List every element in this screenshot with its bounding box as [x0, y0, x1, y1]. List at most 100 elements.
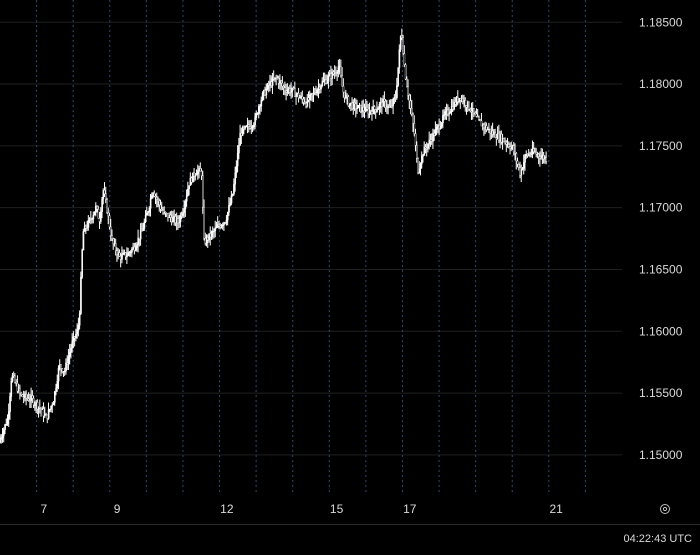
- price-axis[interactable]: 1.15000 1.15500 1.16000 1.16500 1.17000 1.175…: [639, 15, 683, 462]
- candle-body: [414, 133, 417, 146]
- candle-body: [368, 110, 371, 115]
- candle-body: [132, 246, 135, 250]
- candle-body: [265, 88, 268, 96]
- candle-body: [355, 103, 357, 110]
- candle-body: [168, 214, 171, 218]
- candle-body: [379, 102, 382, 105]
- candle-body: [4, 424, 6, 430]
- candle-body: [475, 113, 478, 117]
- candle-body: [430, 139, 433, 142]
- candle-body: [343, 91, 346, 98]
- candle-body: [447, 109, 449, 115]
- x-tick-label: 15: [330, 502, 344, 516]
- candle-body: [347, 96, 350, 107]
- candle-body: [188, 185, 190, 190]
- candle-body: [457, 97, 459, 102]
- time-axis[interactable]: 7 9 12 15 17 21: [41, 502, 564, 516]
- candle-body: [491, 130, 494, 135]
- candle-body: [251, 126, 254, 128]
- candle-body: [118, 252, 121, 257]
- candle-body: [62, 371, 65, 373]
- candle-body: [30, 395, 33, 401]
- candle-body: [49, 408, 51, 411]
- candle-body: [377, 107, 380, 110]
- candle-body: [1, 435, 4, 438]
- status-bar: 04:22:43 UTC: [0, 524, 700, 555]
- candle-body: [205, 236, 208, 244]
- candle-body: [510, 146, 513, 149]
- candle-body: [508, 144, 510, 147]
- candle-body: [173, 216, 176, 218]
- candle-body: [532, 148, 535, 152]
- gear-icon-inner: [662, 506, 668, 512]
- candle-body: [467, 101, 469, 108]
- candle-body: [175, 218, 178, 223]
- candle-body: [60, 364, 62, 369]
- candle-body: [34, 404, 36, 406]
- candle-body: [504, 141, 506, 143]
- candle-body: [542, 155, 545, 160]
- candle-body: [198, 168, 200, 171]
- candle-body: [226, 212, 229, 221]
- candle-body: [374, 109, 377, 112]
- candle-body: [219, 225, 222, 228]
- candle-body: [154, 196, 157, 198]
- candle-body: [263, 90, 265, 94]
- candle-body: [383, 99, 386, 102]
- x-tick-label: 9: [114, 502, 121, 516]
- candle-body: [139, 230, 142, 240]
- candle-body: [117, 252, 120, 255]
- candle-body: [68, 352, 71, 357]
- day-dividers: [36, 0, 586, 492]
- candle-body: [8, 411, 10, 419]
- candle-body: [239, 132, 241, 146]
- candle-body: [179, 215, 182, 223]
- candle-body: [22, 396, 25, 398]
- candle-body: [537, 153, 540, 157]
- candle-body: [42, 408, 45, 417]
- x-tick-label: 21: [549, 502, 563, 516]
- candle-body: [235, 165, 238, 174]
- candle-body: [424, 146, 427, 149]
- candle-body: [315, 93, 317, 95]
- candle-body: [200, 170, 203, 176]
- gear-icon[interactable]: [660, 504, 670, 514]
- candle-body: [274, 77, 276, 80]
- candle-body: [518, 164, 520, 168]
- candle-body: [389, 105, 392, 108]
- candle-body: [289, 88, 291, 93]
- clock-readout[interactable]: 04:22:43 UTC: [623, 533, 692, 545]
- candle-body: [183, 208, 186, 213]
- candle-body: [434, 129, 437, 136]
- candle-body: [17, 387, 20, 392]
- candle-body: [320, 85, 322, 90]
- candle-body: [480, 120, 483, 127]
- candle-body: [509, 146, 511, 149]
- candle-body: [144, 215, 147, 222]
- candle-body: [39, 406, 41, 409]
- candle-body: [29, 400, 31, 402]
- candle-body: [116, 250, 118, 255]
- candle-body: [212, 231, 214, 233]
- candle-body: [536, 153, 539, 156]
- candle-body: [501, 138, 504, 143]
- candle-body: [174, 216, 177, 223]
- candle-body: [31, 395, 34, 399]
- candle-body: [525, 154, 528, 156]
- candle-body: [357, 105, 360, 109]
- candle-body: [197, 170, 199, 174]
- candle-body: [245, 125, 248, 128]
- candle-body: [63, 370, 66, 373]
- candle-body: [93, 211, 96, 216]
- candle-body: [189, 177, 192, 186]
- candle-body: [52, 402, 55, 406]
- candle-body: [0, 439, 1, 443]
- candle-body: [317, 86, 320, 91]
- candle-body: [236, 152, 239, 167]
- candle-body: [449, 111, 452, 114]
- candle-body: [312, 92, 315, 95]
- auto-scale-button[interactable]: [660, 504, 670, 514]
- candle-body: [3, 429, 5, 436]
- candle-body: [269, 81, 271, 86]
